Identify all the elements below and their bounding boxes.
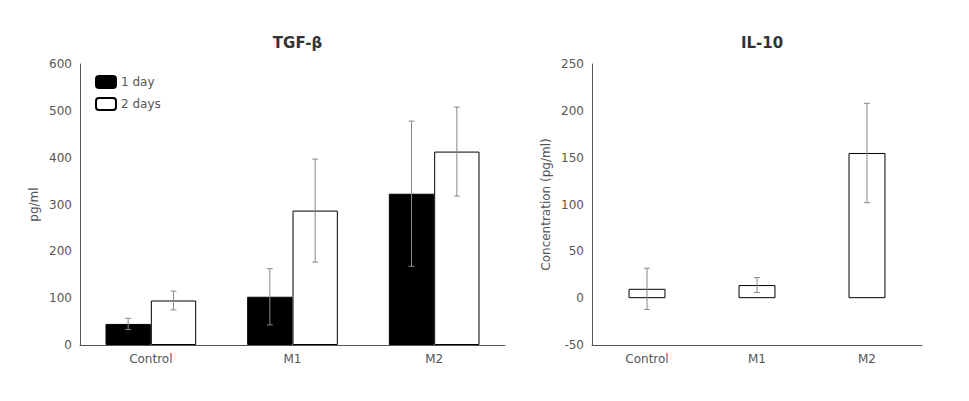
svg-text:150: 150 <box>561 151 584 165</box>
svg-text:100: 100 <box>561 198 584 212</box>
svg-text:Control: Control <box>625 352 668 366</box>
svg-text:1 day: 1 day <box>121 75 155 89</box>
svg-text:0: 0 <box>576 291 584 305</box>
svg-text:2 days: 2 days <box>121 97 161 111</box>
svg-text:200: 200 <box>561 104 584 118</box>
svg-text:M1: M1 <box>284 352 302 366</box>
svg-text:250: 250 <box>561 57 584 71</box>
svg-text:Concentration (pg/ml): Concentration (pg/ml) <box>539 138 553 270</box>
svg-text:400: 400 <box>49 151 72 165</box>
svg-text:50: 50 <box>569 244 584 258</box>
svg-text:M1: M1 <box>748 352 766 366</box>
svg-text:IL-10: IL-10 <box>741 34 783 52</box>
svg-text:100: 100 <box>49 291 72 305</box>
svg-text:pg/ml: pg/ml <box>27 187 41 221</box>
svg-text:200: 200 <box>49 244 72 258</box>
svg-text:-50: -50 <box>564 338 584 352</box>
svg-text:M2: M2 <box>858 352 876 366</box>
svg-text:Control: Control <box>129 352 172 366</box>
svg-text:300: 300 <box>49 198 72 212</box>
svg-text:0: 0 <box>64 338 72 352</box>
svg-text:600: 600 <box>49 57 72 71</box>
svg-text:500: 500 <box>49 104 72 118</box>
svg-text:M2: M2 <box>425 352 443 366</box>
svg-text:TGF-β: TGF-β <box>273 34 323 52</box>
